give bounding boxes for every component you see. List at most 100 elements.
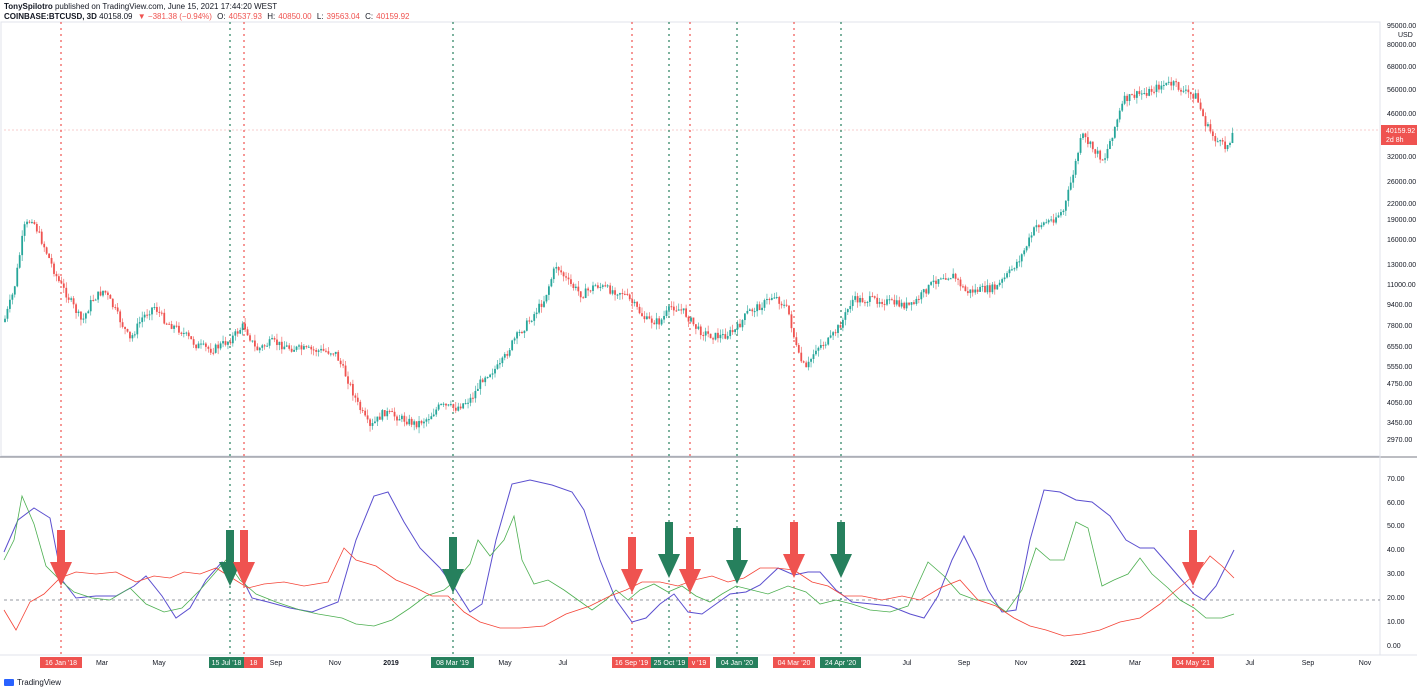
candle-body [511, 340, 514, 351]
candle-body [192, 339, 195, 345]
candle-body [1202, 109, 1204, 117]
candle-body [280, 341, 283, 350]
candle-body [1148, 88, 1151, 96]
candle-body [452, 404, 455, 408]
buy-arrow-icon [726, 528, 748, 584]
tradingview-logo[interactable]: TradingView [4, 678, 61, 687]
candle-body [1052, 219, 1055, 223]
candle-body [388, 411, 391, 413]
candle-body [62, 283, 65, 288]
candle-body [1025, 246, 1028, 251]
candle-body [832, 332, 834, 336]
candle-body [893, 299, 896, 305]
candle-body [579, 291, 582, 298]
candle-body [28, 221, 31, 223]
candle-body [565, 276, 567, 278]
candle-body [11, 294, 14, 300]
date-badge [1172, 657, 1214, 668]
candle-body [712, 338, 714, 340]
candle-body [903, 302, 906, 309]
candle-body [626, 293, 629, 295]
candle-body [592, 285, 594, 291]
candle-body [160, 312, 163, 314]
candle-body [631, 299, 634, 304]
candle-body [1057, 215, 1060, 218]
candle-body [119, 311, 122, 323]
candle-body [1018, 261, 1021, 263]
candle-body [878, 301, 881, 304]
date-badge [820, 657, 861, 668]
candle-body [80, 311, 82, 320]
buy-arrow-icon [219, 530, 241, 586]
candle-body [283, 346, 286, 350]
candle-body [942, 278, 945, 280]
price-tick-label: 11000.00 [1387, 282, 1416, 289]
candle-body [432, 414, 435, 417]
candle-body [1030, 235, 1033, 238]
date-badge [431, 657, 474, 668]
candle-body [685, 308, 687, 317]
price-tick-label: 13000.00 [1387, 262, 1416, 269]
candle-body [33, 221, 36, 224]
candle-body [1123, 95, 1126, 104]
publish-info: TonySpilotro published on TradingView.co… [4, 2, 280, 11]
candle-body [741, 320, 744, 328]
candle-body [430, 416, 433, 420]
candle-body [739, 323, 741, 328]
candle-body [925, 289, 928, 294]
candle-body [141, 317, 144, 323]
candle-body [337, 351, 340, 361]
candle-body [959, 279, 962, 287]
candle-body [1023, 250, 1026, 255]
date-badge [209, 657, 244, 668]
candle-body [540, 303, 543, 307]
close-value: 40159.92 [376, 12, 410, 21]
candle-body [322, 348, 325, 351]
candle-body [31, 221, 33, 223]
date-badge-label: 04 Jan '20 [721, 660, 753, 667]
candle-body [643, 316, 646, 320]
time-tick-label: Jul [903, 660, 912, 667]
candle-body [163, 312, 166, 324]
candle-body [202, 343, 205, 345]
candle-body [935, 280, 937, 284]
candle-body [680, 309, 683, 311]
candle-body [981, 285, 984, 287]
candle-body [89, 299, 92, 312]
candle-body [383, 410, 386, 417]
time-tick-label: Sep [270, 660, 283, 667]
price-axis[interactable]: 68000.00 56000.00 46000.00 32000.00 26000.00… [1387, 42, 1416, 444]
candle-body [535, 312, 538, 315]
candle-body [1033, 227, 1035, 236]
candle-body [704, 331, 707, 336]
candle-body [824, 344, 827, 346]
candle-body [873, 296, 876, 298]
candle-body [1165, 82, 1168, 86]
candle-body [481, 379, 484, 383]
time-tick-label: Sep [1302, 660, 1315, 667]
low-label: L: [316, 12, 324, 21]
candle-body [604, 285, 607, 287]
indicator-tick-label: 70.00 [1387, 476, 1405, 483]
candle-body [1074, 160, 1077, 175]
candle-body [489, 374, 491, 378]
candle-body [802, 361, 805, 363]
candle-body [775, 297, 778, 299]
candle-body [212, 352, 215, 354]
candle-body [594, 285, 597, 287]
indicator-axis[interactable]: 70.00 60.00 50.00 40.00 30.00 20.00 10.00 0.00 [1387, 476, 1405, 650]
candle-body [805, 362, 808, 368]
candle-body [623, 293, 626, 295]
candle-body [746, 310, 749, 314]
candle-body [325, 350, 327, 352]
candle-body [920, 292, 923, 300]
last-price-badge-countdown: 2d 8h [1386, 137, 1404, 144]
candle-body [822, 344, 825, 346]
candle-body [619, 293, 621, 295]
candle-body [846, 309, 849, 313]
price-tick-label: 68000.00 [1387, 64, 1416, 71]
candle-body [1003, 277, 1006, 280]
candle-body [43, 243, 46, 248]
candle-body [766, 298, 768, 301]
